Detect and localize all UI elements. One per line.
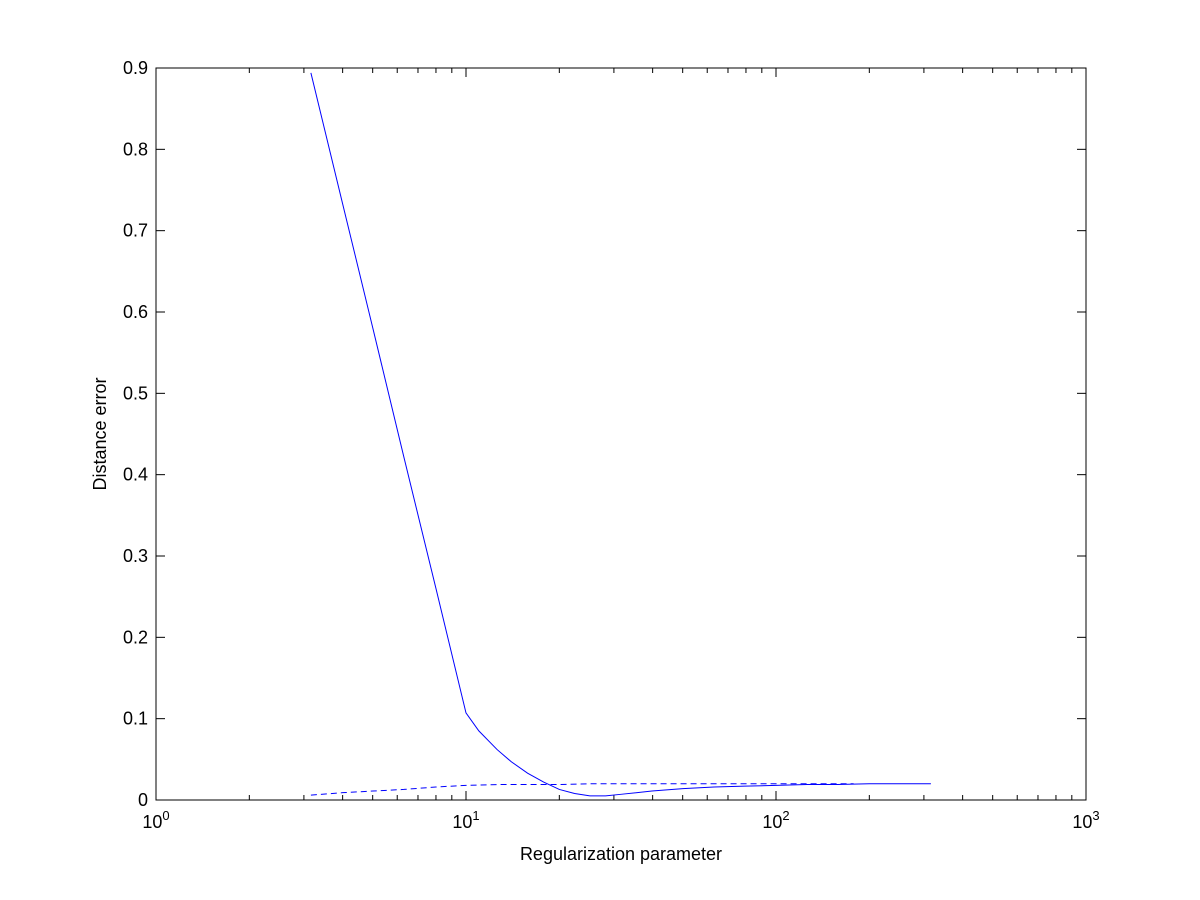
y-tick-label: 0.9	[123, 58, 148, 78]
plot-frame	[155, 67, 1087, 801]
x-axis-label: Regularization parameter	[520, 844, 722, 864]
y-tick-label: 0.7	[123, 221, 148, 241]
y-tick-label: 0.2	[123, 627, 148, 647]
data-line	[310, 783, 854, 796]
y-axis-label: Distance error	[90, 377, 110, 490]
y-tick-label: 0.3	[123, 546, 148, 566]
x-tick-label: 100	[142, 808, 169, 832]
y-tick-label: 0.4	[123, 465, 148, 485]
y-tick-label: 0.1	[123, 709, 148, 729]
x-tick-label: 102	[762, 808, 789, 832]
y-tick-label: 0.5	[123, 383, 148, 403]
y-tick-label: 0.6	[123, 302, 148, 322]
x-tick-label: 103	[1072, 808, 1099, 832]
y-tick-label: 0.8	[123, 139, 148, 159]
x-tick-label: 101	[452, 808, 479, 832]
y-tick-label: 0	[138, 790, 148, 810]
data-line	[310, 72, 931, 797]
